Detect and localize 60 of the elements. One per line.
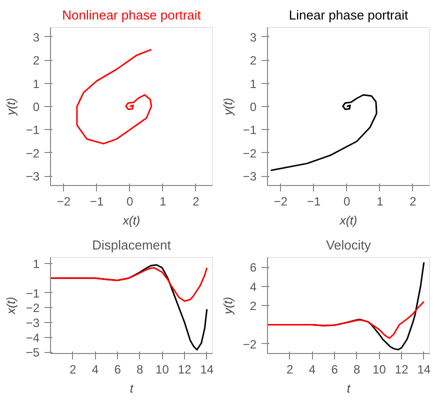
- x-tick-label: 12: [394, 362, 409, 376]
- y-tick-label: 2: [32, 54, 40, 68]
- chart-title: Velocity: [326, 238, 372, 252]
- x-tick-label: 10: [372, 362, 386, 376]
- x-axis-title: x(t): [338, 214, 358, 228]
- y-tick-label: 3: [32, 30, 40, 44]
- x-axis-title: x(t): [122, 214, 140, 228]
- y-tick-label: −2: [26, 146, 40, 160]
- x-tick-label: 2: [70, 362, 77, 376]
- y-axis-title: y(t): [220, 98, 235, 116]
- y-tick-label: −3: [26, 316, 40, 330]
- x-tick-label: −1: [90, 194, 104, 208]
- x-tick-label: −1: [306, 194, 321, 208]
- x-tick-label: −2: [56, 194, 71, 208]
- y-tick-label: −4: [26, 330, 40, 345]
- y-tick-label: 0: [32, 100, 40, 114]
- x-tick-label: 12: [178, 362, 192, 376]
- x-tick-label: 2: [410, 194, 417, 208]
- x-axis-title: t: [346, 382, 351, 396]
- y-tick-label: 3: [250, 30, 257, 44]
- x-tick-label: 1: [160, 194, 167, 208]
- y-tick-label: 2: [250, 54, 257, 68]
- x-tick-label: 14: [417, 362, 431, 376]
- x-tick-label: 14: [200, 362, 214, 376]
- y-tick-label: 1: [250, 76, 257, 91]
- y-tick-label: 0: [250, 100, 257, 114]
- x-tick-label: 0: [126, 194, 134, 208]
- y-tick-label: −2: [242, 337, 257, 352]
- x-tick-label: 8: [136, 362, 144, 376]
- y-tick-label: 4: [250, 280, 257, 294]
- x-tick-label: 8: [354, 362, 361, 376]
- x-tick-label: 0: [344, 194, 351, 208]
- x-tick-label: 4: [92, 362, 99, 376]
- y-tick-label: −3: [26, 170, 40, 184]
- y-tick-label: −1: [26, 123, 40, 138]
- x-axis-title: t: [130, 382, 134, 396]
- y-tick-label: −3: [242, 170, 257, 184]
- chart-title: Displacement: [92, 238, 172, 252]
- y-axis-title: y(t): [220, 296, 235, 316]
- y-tick-label: −2: [26, 301, 40, 316]
- x-tick-label: 6: [114, 362, 122, 376]
- x-tick-label: 6: [331, 362, 338, 376]
- x-tick-label: 2: [192, 194, 200, 208]
- x-tick-label: 4: [308, 362, 316, 376]
- y-tick-label: 1: [32, 76, 40, 91]
- x-tick-label: 10: [156, 362, 170, 376]
- y-tick-label: 1: [32, 256, 40, 271]
- y-tick-label: 2: [250, 299, 257, 313]
- chart-title: Nonlinear phase portrait: [62, 8, 202, 22]
- y-tick-label: −5: [26, 346, 40, 360]
- y-tick-label: −2: [242, 146, 257, 160]
- y-tick-label: −1: [242, 123, 257, 138]
- chart-title: Linear phase portrait: [288, 8, 409, 22]
- y-axis-title: x(t): [4, 296, 18, 316]
- y-tick-label: 6: [250, 260, 257, 275]
- y-tick-label: −1: [26, 286, 40, 300]
- x-tick-label: 2: [286, 362, 294, 376]
- x-tick-label: −2: [274, 194, 288, 208]
- y-axis-title: y(t): [4, 98, 18, 116]
- x-tick-label: 1: [376, 194, 384, 208]
